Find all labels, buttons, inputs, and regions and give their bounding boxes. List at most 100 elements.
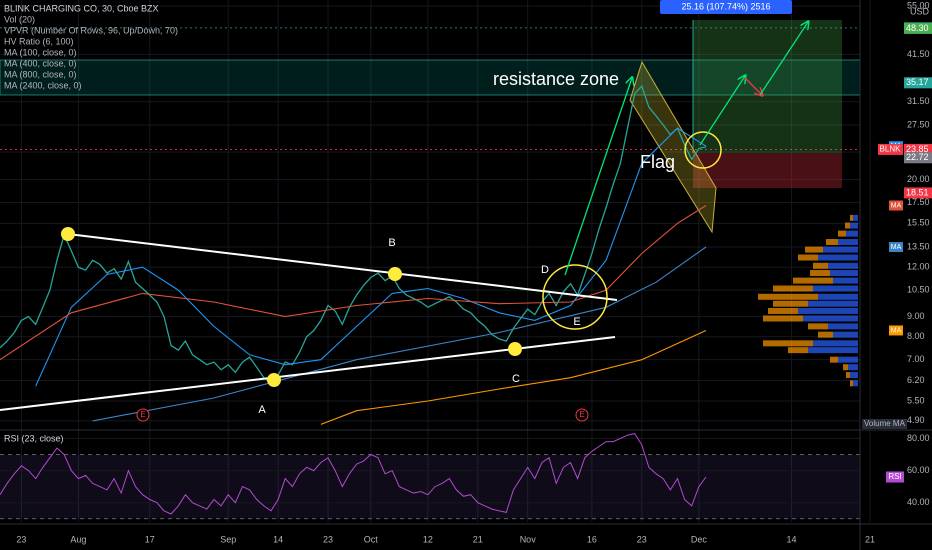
legend-entry: MA (100, close, 0): [4, 47, 77, 57]
y-tick-label: 80.00: [907, 433, 930, 443]
y-tick-label: 31.50: [907, 96, 930, 106]
x-tick-label: Sep: [220, 534, 236, 544]
axes: 55.0041.5031.5027.5023.5020.0017.5015.50…: [4, 1, 932, 544]
profile-up: [853, 214, 858, 221]
y-tick-label: 27.50: [907, 119, 930, 129]
price-badge: [904, 22, 932, 34]
pivot: [61, 227, 75, 241]
profile-down: [763, 315, 803, 322]
drawings: 25.16 (107.74%) 2516 resistance zone Fla…: [0, 0, 808, 422]
rsi-line: [0, 433, 707, 515]
flag-channel: [629, 60, 717, 234]
y-tick-label: 6.20: [907, 375, 925, 385]
arrow: [699, 76, 745, 146]
legend-entry: MA (400, close, 0): [4, 58, 77, 68]
pivot: [267, 373, 281, 387]
pivot: [508, 342, 522, 356]
ma-line: [0, 205, 707, 361]
y-tick-label: 7.00: [907, 354, 925, 364]
profile-up: [803, 315, 858, 322]
flag-circle: [684, 131, 722, 169]
y-tick-label: 10.50: [907, 285, 930, 295]
x-tick-label: Aug: [70, 534, 86, 544]
profile-down: [830, 356, 838, 363]
profile-down: [808, 323, 828, 330]
legend-entry: Vol (20): [4, 14, 35, 24]
y-tick-label: 17.50: [907, 197, 930, 207]
price-badge: [904, 152, 932, 164]
x-tick-label: 23: [637, 534, 647, 544]
profile-up: [828, 262, 858, 269]
profile-up: [813, 340, 858, 347]
arrow: [759, 22, 808, 96]
profile-down: [838, 230, 846, 237]
volume-profile: [758, 214, 858, 387]
profile-down: [810, 270, 830, 277]
x-tick-label: 14: [787, 534, 797, 544]
profile-up: [808, 300, 858, 307]
legend-entry: MA (800, close, 0): [4, 69, 77, 79]
rsi-badge: RSI: [888, 472, 901, 481]
earnings-icon[interactable]: [575, 408, 589, 422]
earnings-label[interactable]: E: [579, 410, 584, 419]
legend-entry: VPVR (Number Of Rows, 96, Up/Down, 70): [4, 25, 178, 35]
grid: [0, 0, 871, 522]
price-badge-label: 18.51: [906, 187, 929, 197]
annotation: resistance zone: [493, 69, 619, 89]
y-tick-label: 41.50: [907, 49, 930, 59]
price-badge: [904, 77, 932, 89]
x-tick-label: 12: [423, 534, 433, 544]
badge: [889, 200, 903, 211]
price-badge-label: 22.72: [906, 152, 929, 162]
chart-title: BLINK CHARGING CO, 30, Cboe BZX: [4, 3, 159, 13]
ma-badge: MA: [891, 244, 902, 251]
ma-line: [92, 246, 707, 422]
y-tick-label: 55.00: [907, 1, 930, 11]
measure-box: [660, 0, 792, 14]
y-tick-label: 9.00: [907, 311, 925, 321]
profile-down: [768, 307, 798, 314]
pivot: [388, 267, 402, 281]
profile-up: [808, 347, 858, 354]
point-label: A: [258, 404, 266, 416]
breakout-circle: [542, 264, 608, 330]
point-label: E: [573, 316, 580, 328]
x-tick-label: Dec: [691, 534, 708, 544]
profile-down: [850, 380, 853, 387]
rsi-plot: [0, 433, 707, 515]
price-badge-label: 48.30: [906, 23, 929, 33]
point-label: C: [512, 373, 520, 385]
arrow: [744, 77, 762, 95]
profile-down: [813, 262, 828, 269]
y-tick-label: 40.00: [907, 497, 930, 507]
price-badge: [904, 187, 932, 199]
y-tick-label: 15.50: [907, 218, 930, 228]
y-tick-label: 13.50: [907, 241, 930, 251]
earnings-icon[interactable]: [136, 408, 150, 422]
price-badge-label: 35.17: [906, 77, 929, 87]
profile-up: [818, 293, 858, 300]
x-tick-label: 16: [587, 534, 597, 544]
measure-label: 25.16 (107.74%) 2516: [681, 1, 770, 11]
profile-up: [850, 222, 858, 229]
x-tick-label: 23: [323, 534, 333, 544]
point-label: B: [388, 237, 395, 249]
trendline-upper: [67, 233, 618, 301]
ma-badge: MA: [891, 327, 902, 334]
y-tick-label: 20.00: [907, 174, 930, 184]
point-label: D: [541, 264, 549, 276]
badge: [878, 143, 903, 155]
x-tick-label: 21: [473, 534, 483, 544]
profile-down: [805, 246, 823, 253]
y-tick-label: 4.90: [907, 415, 925, 425]
profile-up: [818, 254, 858, 261]
profile-up: [823, 246, 858, 253]
badge: [889, 242, 903, 253]
target-zone: [693, 20, 842, 153]
y-tick-label: 60.00: [907, 465, 930, 475]
profile-down: [773, 300, 808, 307]
y-tick-label: 12.00: [907, 262, 930, 272]
volume-badge: Volume MA: [864, 419, 906, 428]
earnings-label[interactable]: E: [140, 410, 145, 419]
